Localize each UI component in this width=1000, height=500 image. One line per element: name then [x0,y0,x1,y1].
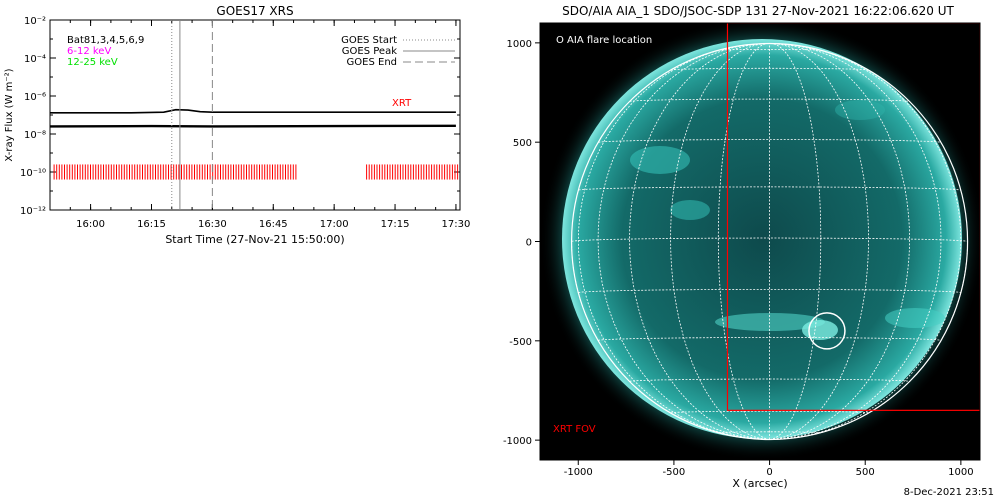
goes-xlabel: Start Time (27-Nov-21 15:50:00) [165,233,344,246]
aia-xlabel: X (arcsec) [732,477,787,490]
goes-series-line [49,124,456,128]
legend-goes-peak: GOES Peak [342,46,397,57]
goes-series-line [50,108,456,114]
goes-x-axis: 16:00 16:15 16:30 16:45 17:00 17:15 17:30 [49,20,471,230]
aia-chart: SDO/AIA AIA_1 SDO/JSOC-SDP 131 27-Nov-20… [503,4,981,490]
latitude-line [598,139,941,143]
longitude-line [629,43,770,440]
xrt-label: XRT [392,98,412,109]
latitude-line [718,431,821,434]
goes-chart: GOES17 XRS 10⁻¹² 10⁻¹⁰ 10⁻⁸ 10⁻⁶ 10⁻⁴ 10⁻² 16… [4,4,470,246]
y-tick-label: 10⁻¹² [20,206,46,217]
longitude-line [769,43,870,440]
x-tick-label: 16:45 [259,219,288,230]
goes-series [49,108,456,128]
xrt-fov-label: XRT FOV [553,424,596,435]
y-tick-label: 10⁻⁴ [24,54,46,65]
x-tick-label: 17:00 [320,219,349,230]
goes-plot-frame [49,19,461,211]
goes-y-axis: 10⁻¹² 10⁻¹⁰ 10⁻⁸ 10⁻⁶ 10⁻⁴ 10⁻² [20,16,460,217]
x-tick-label: 17:30 [442,219,471,230]
sun-disk [562,39,962,439]
aia-x-tick-label: 500 [856,467,875,478]
y-tick-label: 10⁻² [24,16,46,27]
active-region [885,308,945,328]
aia-x-tick-label: -500 [663,467,686,478]
legend-label-12-25kev: 12-25 keV [67,57,118,68]
flare-location-marker [808,312,846,350]
aia-y-tick-label: 500 [513,138,532,149]
aia-axes: -1000 -500 0 500 1000 1000 500 0 -500 -1000 [503,39,974,478]
goes-ylabel: X-ray Flux (W m⁻²) [4,68,15,161]
active-region [630,146,690,174]
legend-label-channels: Bat81,3,4,5,6,9 [67,35,144,46]
aia-y-tick-label: -1000 [503,436,532,447]
xrt-coverage-ticks [53,164,459,180]
aia-x-tick-label: 1000 [948,467,973,478]
active-region [802,320,838,340]
aia-y-tick-label: 1000 [507,39,532,50]
aia-legend: O AIA flare location [556,35,652,46]
aia-x-tick-label: -1000 [564,467,593,478]
goes-title: GOES17 XRS [216,4,293,18]
aia-y-tick-label: -500 [509,337,532,348]
longitude-line [769,44,962,440]
aia-title: SDO/AIA AIA_1 SDO/JSOC-SDP 131 27-Nov-20… [562,4,954,18]
longitude-line [717,43,770,440]
longitude-line [769,43,822,440]
x-tick-label: 17:15 [381,219,410,230]
heliographic-grid [570,42,969,441]
longitude-line [670,43,770,440]
y-tick-label: 10⁻⁶ [24,92,46,103]
legend-goes-start: GOES Start [341,35,397,46]
x-tick-label: 16:00 [76,219,105,230]
xrt-fov-box [726,23,980,411]
latitude-line [629,98,910,102]
aia-x-tick-label: 0 [766,467,772,478]
active-region [835,100,885,120]
footer-timestamp: 8-Dec-2021 23:51 [903,487,994,498]
x-tick-label: 16:30 [198,219,227,230]
goes-event-markers [171,20,213,210]
longitude-line [577,44,770,440]
latitude-line [578,186,961,191]
legend-label-6-12kev: 6-12 keV [67,46,111,57]
y-tick-label: 10⁻⁸ [24,130,46,141]
legend-goes-end: GOES End [347,57,397,68]
aia-y-tick-label: 0 [526,238,532,249]
y-tick-label: 10⁻¹⁰ [20,168,46,179]
active-region [670,200,710,220]
longitude-line [769,43,911,440]
x-tick-label: 16:15 [137,219,166,230]
limb-circle [570,42,969,441]
